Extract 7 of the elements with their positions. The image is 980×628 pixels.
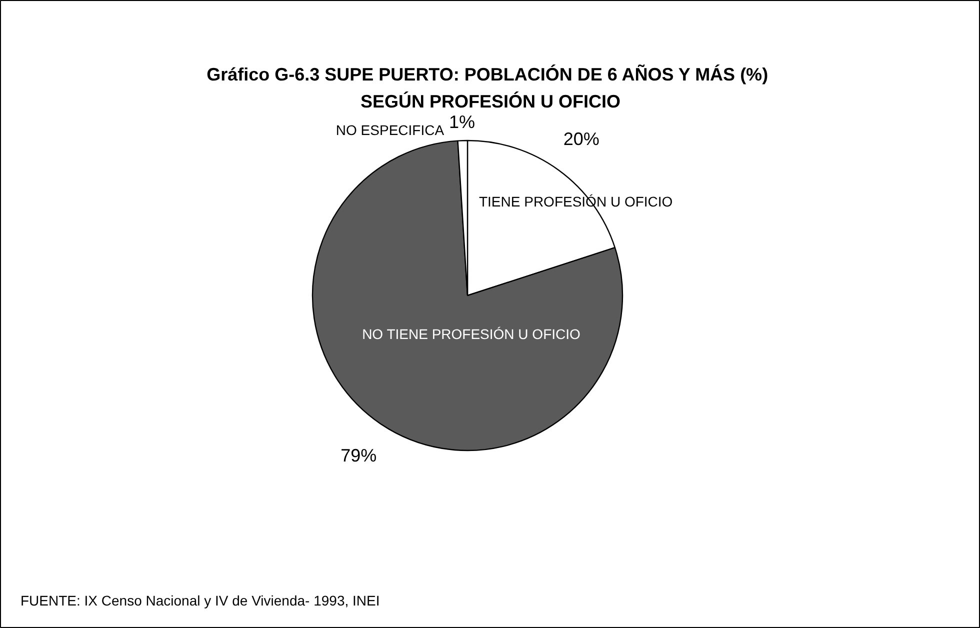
- data-label: 1%: [449, 112, 476, 132]
- data-label: 79%: [340, 446, 377, 466]
- source-note: FUENTE: IX Censo Nacional y IV de Vivienda- 1993, INEI: [20, 592, 380, 608]
- data-label: 20%: [563, 128, 600, 149]
- slice-label: NO ESPECIFICA: [336, 122, 445, 138]
- chart-title: Gráfico G-6.3 SUPE PUERTO: POBLACIÓN DE 6 AÑOS Y MÁS (%) SEGÚN PROFESIÓN U OFICIO: [206, 64, 768, 112]
- slice-label: NO TIENE PROFESIÓN U OFICIO: [362, 326, 581, 342]
